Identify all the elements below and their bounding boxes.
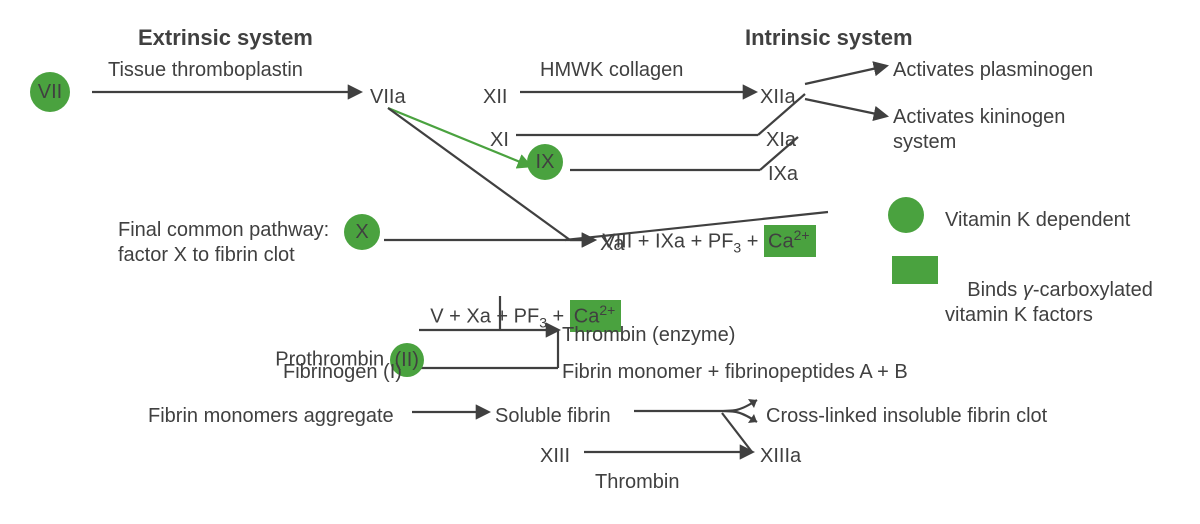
ca-sup-1: 2+	[794, 227, 810, 243]
label-soluble-fibrin: Soluble fibrin	[495, 404, 611, 429]
header-extrinsic: Extrinsic system	[138, 24, 313, 52]
node-x-circle: X	[344, 214, 380, 250]
label-hmwk-collagen: HMWK collagen	[540, 58, 683, 83]
label-thrombin: Thrombin	[595, 470, 679, 495]
legend-circle-icon	[888, 197, 924, 233]
viii-complex-plus: +	[741, 231, 764, 253]
label-viia: VIIa	[370, 85, 406, 110]
label-xa: Xa	[600, 232, 624, 257]
label-xiiia: XIIIa	[760, 444, 801, 469]
label-ixa: IXa	[768, 162, 798, 187]
legend-rect-icon	[892, 256, 938, 284]
legend-binds-gamma: γ	[1023, 279, 1033, 301]
node-ix-circle: IX	[527, 144, 563, 180]
node-vii-text: VII	[38, 81, 62, 104]
label-fibrin-aggregate: Fibrin monomers aggregate	[148, 404, 394, 429]
node-vii-circle: VII	[30, 72, 70, 112]
node-x-text: X	[355, 221, 368, 244]
node-ix-text: IX	[536, 151, 555, 174]
label-fibrin-mono-pep: Fibrin monomer + fibrinopeptides A + B	[562, 360, 908, 385]
label-final-common: Final common pathway: factor X to fibrin…	[118, 218, 329, 268]
legend-binds-pre: Binds	[967, 279, 1023, 301]
ca-rect-viii: Ca2+	[764, 225, 816, 257]
label-activates-kininogen: Activates kininogen system	[893, 105, 1065, 155]
legend-binds: Binds γ-carboxylated vitamin K factors	[945, 253, 1153, 353]
v-complex-pre: V + Xa + PF	[430, 306, 539, 328]
label-fibrinogen: Fibrinogen (I)	[283, 360, 402, 385]
v-complex-sub: 3	[539, 315, 547, 331]
diagram-stage: Extrinsic system Intrinsic system Tissue…	[0, 0, 1200, 524]
label-xiia: XIIa	[760, 85, 796, 110]
ca-sup-2: 2+	[599, 302, 615, 318]
header-intrinsic: Intrinsic system	[745, 24, 913, 52]
ca-text-1: Ca	[768, 231, 794, 253]
label-xi: XI	[490, 128, 509, 153]
label-thrombin-enzyme: Thrombin (enzyme)	[562, 323, 735, 348]
legend-vitk: Vitamin K dependent	[945, 208, 1130, 233]
label-xii: XII	[483, 85, 507, 110]
label-xia: XIa	[766, 128, 796, 153]
label-activates-plasminogen: Activates plasminogen	[893, 58, 1093, 83]
label-tissue-thromboplastin: Tissue thromboplastin	[108, 58, 303, 83]
label-crosslinked: Cross-linked insoluble fibrin clot	[766, 404, 1047, 429]
label-xiii: XIII	[540, 444, 570, 469]
